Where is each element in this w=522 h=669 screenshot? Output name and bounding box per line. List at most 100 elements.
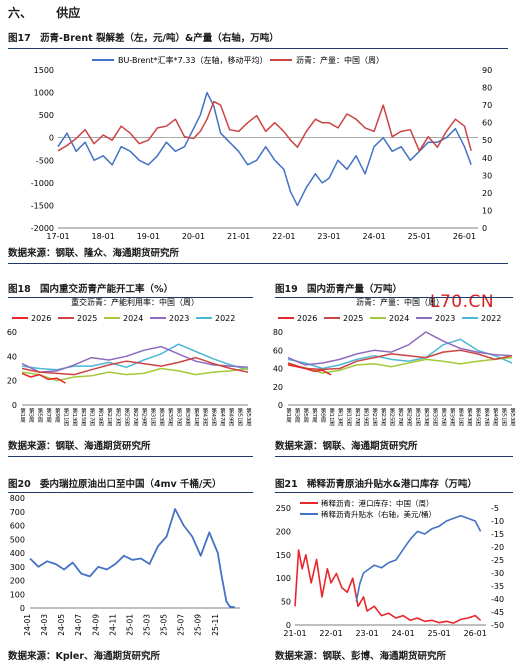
chart21-x-tick-label: 25-01 [428, 629, 451, 638]
chart18-x-tick-label: 第25周 [123, 407, 130, 427]
chart18-x-tick-label: 第7周 [45, 407, 52, 424]
chart20-y-tick-label: 200 [10, 577, 25, 586]
chart20-x-tick-label: 25-01 [125, 614, 134, 636]
chart17-source: 数据来源：钢联、隆众、海通期货研究所 [8, 248, 180, 259]
chart17-caption: 沥青-Brent 裂解差（左，元/吨）&产量（右轴，万吨） [40, 33, 279, 44]
chart19-y-tick-label: 0 [278, 401, 283, 410]
chart17-x-tick-label: 22-01 [272, 232, 295, 241]
chart19-y-tick-label: 60 [273, 346, 283, 355]
chart18-x-tick-label: 第9周 [54, 407, 61, 424]
chart17-right-tick-label: 70 [482, 101, 492, 110]
chart21-right-tick-label: -20 [491, 543, 504, 552]
chart17-right-tick-label: 60 [482, 119, 492, 128]
chart21-x-tick-label: 26-01 [464, 629, 487, 638]
chart19-y-tick-label: 40 [273, 365, 283, 374]
chart21-series-line-1 [294, 549, 482, 624]
chart18-x-tick-label: 第21周 [106, 407, 113, 427]
chart18-x-tick-label: 第49周 [228, 407, 235, 427]
chart17-title-rule [8, 48, 508, 49]
chart19-caption: 国内沥青产量（万吨） [307, 284, 403, 295]
chart17-x-tick-label: 21-01 [227, 232, 250, 241]
chart18-x-tick-label: 第17周 [89, 407, 96, 427]
chart17-right-tick-label: 80 [482, 84, 492, 93]
chart18-legend-label: 2024 [123, 314, 143, 323]
chart19-series-line-2025 [287, 349, 513, 371]
chart18-x-tick-label: 第35周 [167, 407, 174, 427]
chart20-caption: 委内瑞拉原油出口至中国（4mv 千桶/天） [40, 479, 222, 490]
chart21-right-tick-label: -50 [491, 621, 504, 630]
chart21-left-tick-label: 200 [276, 527, 291, 536]
chart18-x-tick-label: 第27周 [132, 407, 139, 427]
chart21-left-tick-label: 50 [281, 598, 291, 607]
chart19-x-tick-label: 第9周 [319, 407, 326, 424]
chart18-y-tick-label: 0 [12, 401, 17, 410]
chart17-left-tick-label: 1500 [34, 66, 54, 75]
chart21-series-line-2 [355, 514, 482, 602]
chart17-left-tick-label: -500 [36, 156, 54, 165]
chart17-right-tick-label: 20 [482, 189, 492, 198]
chart19-x-tick-label: 第35周 [431, 407, 438, 427]
chart20-title-rule [8, 492, 253, 493]
section-number: 六、 [8, 6, 33, 20]
chart17-legend-label: BU-Brent*汇率*7.33（左轴，移动平均） [118, 55, 268, 65]
chart21-title-rule [275, 492, 513, 493]
chart19-x-tick-label: 第21周 [371, 407, 378, 427]
chart20-y-tick-label: 100 [10, 590, 25, 599]
chart18-series-line-2025 [21, 356, 249, 376]
chart18-x-tick-label: 第47周 [219, 407, 226, 427]
chart19-x-tick-label: 第19周 [363, 407, 370, 427]
chart17-label: 图17 [8, 33, 31, 44]
chart21-right-tick-label: -35 [491, 582, 504, 591]
chart18-x-tick-label: 第13周 [71, 407, 78, 427]
chart18-label: 图18 [8, 284, 31, 295]
chart20-x-tick-label: 24-07 [74, 614, 83, 636]
chart18-x-tick-label: 第3周 [28, 407, 35, 424]
chart19-x-tick-label: 第41周 [457, 407, 464, 427]
chart21-x-tick-label: 23-01 [355, 629, 378, 638]
chart20-x-tick-label: 24-09 [91, 614, 100, 636]
chart20-x-tick-label: 24-11 [108, 614, 117, 636]
chart19-x-tick-label: 第43周 [466, 407, 473, 427]
chart19-x-tick-label: 第13周 [337, 407, 344, 427]
chart21-title: 图21 稀释沥青原油升贴水&港口库存（万吨） [275, 476, 477, 490]
chart19-source-rule [275, 456, 513, 457]
chart21-x-tick-label: 22-01 [319, 629, 342, 638]
chart21-right-tick-label: -30 [491, 569, 504, 578]
chart19-x-tick-label: 第5周 [302, 407, 309, 424]
chart18-legend-label: 2022 [215, 314, 235, 323]
chart17-x-tick-label: 19-01 [137, 232, 160, 241]
chart17-right-tick-label: 30 [482, 171, 492, 180]
chart18-y-tick-label: 40 [7, 352, 17, 361]
chart19-x-tick-label: 第3周 [294, 407, 301, 424]
chart17-left-tick-label: -1000 [31, 179, 54, 188]
chart18-x-tick-label: 第1周 [19, 407, 26, 424]
chart17-x-tick-label: 23-01 [317, 232, 340, 241]
chart17-right-tick-label: 0 [482, 224, 487, 233]
chart19-x-tick-label: 第29周 [406, 407, 413, 427]
chart17-x-tick-label: 25-01 [408, 232, 431, 241]
chart21-legend-label: 稀释沥青：港口库存：中国（周） [321, 498, 434, 508]
chart19-series-line-2026 [287, 364, 332, 376]
chart19-series-line-2022 [287, 338, 513, 370]
chart18-subtitle: 重交沥青：产能利用率：中国（周） [71, 297, 199, 307]
chart19-x-tick-label: 第15周 [345, 407, 352, 427]
chart19-x-tick-label: 第7周 [311, 407, 318, 424]
chart21-x-tick-label: 21-01 [283, 629, 306, 638]
chart19-x-tick-label: 第49周 [492, 407, 499, 427]
chart17-right-tick-label: 40 [482, 154, 492, 163]
chart19-legend-label: 2026 [297, 314, 317, 323]
chart18-x-tick-label: 第19周 [97, 407, 104, 427]
chart19-series-line-2023 [287, 331, 513, 366]
chart18-legend-label: 2023 [169, 314, 189, 323]
chart18-x-tick-label: 第31周 [149, 407, 156, 427]
chart19-x-tick-label: 第25周 [388, 407, 395, 427]
chart17-left-tick-label: -2000 [31, 224, 54, 233]
chart19-x-tick-label: 第33周 [423, 407, 430, 427]
chart20-x-tick-label: 25-11 [211, 614, 220, 636]
chart17-right-tick-label: 50 [482, 136, 492, 145]
section-heading: 六、 供应 [8, 4, 80, 21]
chart18-y-tick-label: 60 [7, 328, 17, 337]
chart21-right-tick-label: -15 [491, 530, 504, 539]
